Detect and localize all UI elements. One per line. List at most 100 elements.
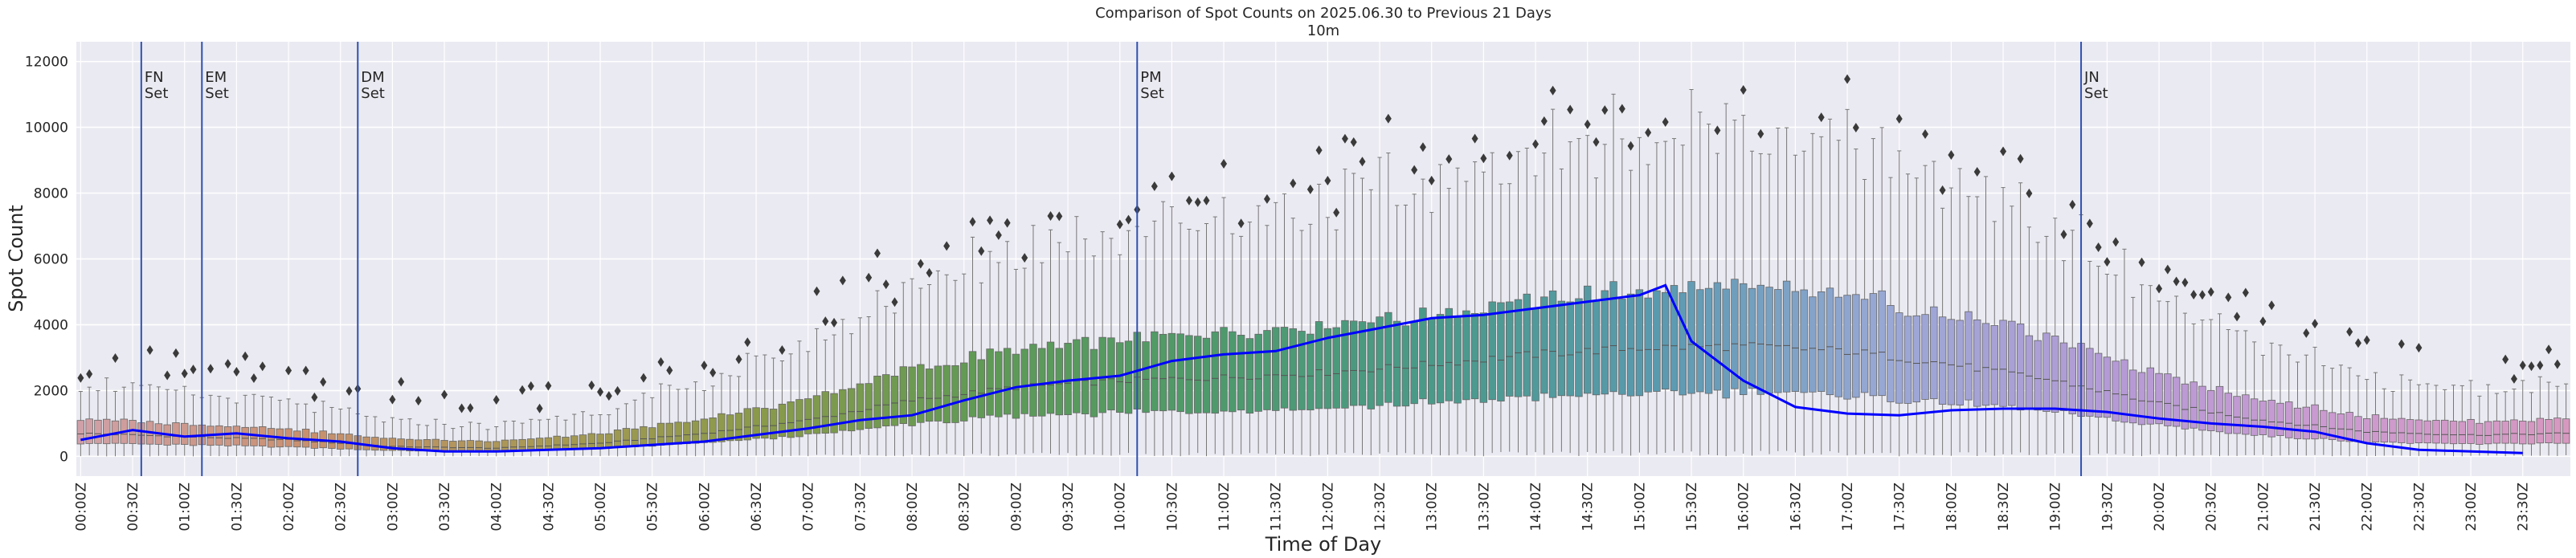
x-tick-label: 15:00Z [1632,483,1648,532]
annotation-label: Set [361,85,385,102]
box-body [1965,311,1973,401]
box-body [2302,406,2310,440]
box-body [2492,420,2501,444]
outlier-point [2225,292,2232,303]
outlier-point [701,360,708,371]
box-body [830,393,838,434]
box-body [223,426,232,446]
box-body [1626,293,1635,397]
box-body [847,388,856,432]
box-body [2094,352,2103,418]
outlier-point [285,365,292,376]
outlier-point [1506,150,1513,161]
box-body [1947,319,1956,405]
box-body [1392,320,1401,407]
outlier-point [2017,153,2024,164]
outlier-point [1818,112,1825,123]
outlier-point [320,377,327,387]
box-body [2025,335,2034,410]
box-body [1514,299,1523,397]
box-body [683,422,691,445]
box-body [2112,360,2120,422]
box-body [1756,284,1764,395]
box-body [2337,413,2345,442]
outlier-point [112,352,119,363]
box-body [1540,296,1548,394]
outlier-point [735,354,742,365]
box-body [1834,296,1842,397]
outlier-point [458,403,465,413]
outlier-point [1471,133,1478,144]
box-body [1470,313,1479,400]
box-body [1332,327,1340,409]
box-body [665,422,673,446]
box-body [2086,348,2094,417]
box-body [2432,420,2440,444]
box-body [709,417,717,443]
y-tick-label: 4000 [34,317,68,333]
box-body [995,351,1003,417]
box-body [2103,356,2112,418]
box-body [882,374,890,427]
x-tick-label: 01:00Z [178,483,194,532]
box-body [2536,417,2544,444]
x-tick-label: 02:00Z [281,483,297,532]
outlier-point [2528,361,2535,372]
box-body [769,409,778,440]
outlier-point [2519,360,2526,371]
x-tick-label: 09:00Z [1008,483,1024,532]
x-tick-label: 02:30Z [333,483,350,532]
outlier-point [181,369,188,379]
box-body [1973,319,1981,407]
box-body [1272,327,1280,411]
box-body [1826,287,1834,396]
outlier-point [207,364,215,374]
x-tick-label: 13:00Z [1425,483,1441,532]
box-body [2389,418,2397,443]
outlier-point [398,377,405,387]
box-body [1548,290,1557,398]
x-tick-label: 16:30Z [1788,483,1804,532]
box-body [1419,308,1427,400]
outlier-point [1618,104,1625,114]
box-body [1116,342,1124,413]
box-body [726,414,734,442]
box-body [977,359,985,418]
x-tick-label: 20:00Z [2152,483,2168,532]
box-body [1523,293,1531,397]
box-body [1358,321,1367,406]
box-body [2371,414,2380,442]
box-body [2120,359,2128,423]
box-body [103,418,111,445]
box-body [1323,328,1332,409]
box-body [648,427,656,447]
box-body [1497,302,1505,401]
outlier-point [1290,178,1297,189]
box-body [1575,298,1583,397]
box-body [1930,306,1938,400]
outlier-point [2259,316,2267,327]
annotation-label: JN [2083,69,2100,86]
box-body [1601,290,1609,395]
outlier-point [2000,146,2007,157]
box-body [2172,377,2181,427]
outlier-point [2181,277,2189,287]
box-body [1194,336,1202,413]
box-body [241,426,249,446]
box-body [1653,290,1661,392]
box-body [2458,421,2466,444]
box-body [1713,282,1722,391]
box-body [388,438,397,451]
box-body [752,407,760,439]
outlier-point [1203,195,1210,206]
box-body [579,434,587,450]
outlier-point [2086,218,2093,229]
box-body [527,438,535,451]
box-body [1860,299,1869,393]
x-tick-label: 06:00Z [697,483,713,532]
outlier-point [1549,85,1556,96]
box-body [2562,418,2570,444]
outlier-point [1584,119,1591,129]
annotation-label: DM [361,69,384,86]
box-body [1479,312,1488,403]
